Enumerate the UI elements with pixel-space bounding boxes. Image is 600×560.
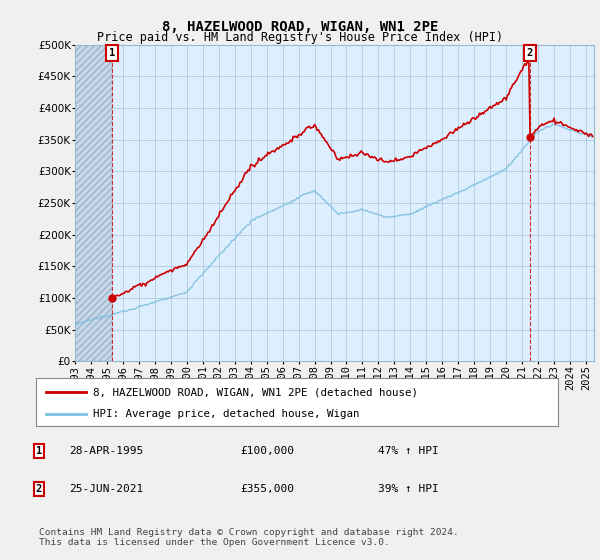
Text: Contains HM Land Registry data © Crown copyright and database right 2024.
This d: Contains HM Land Registry data © Crown c… — [39, 528, 459, 547]
Text: 28-APR-1995: 28-APR-1995 — [69, 446, 143, 456]
Text: 8, HAZELWOOD ROAD, WIGAN, WN1 2PE (detached house): 8, HAZELWOOD ROAD, WIGAN, WN1 2PE (detac… — [94, 388, 418, 397]
Text: £355,000: £355,000 — [240, 484, 294, 494]
Text: HPI: Average price, detached house, Wigan: HPI: Average price, detached house, Wiga… — [94, 409, 360, 419]
Text: 47% ↑ HPI: 47% ↑ HPI — [378, 446, 439, 456]
Text: Price paid vs. HM Land Registry's House Price Index (HPI): Price paid vs. HM Land Registry's House … — [97, 31, 503, 44]
Text: 8, HAZELWOOD ROAD, WIGAN, WN1 2PE: 8, HAZELWOOD ROAD, WIGAN, WN1 2PE — [162, 20, 438, 34]
Text: 2: 2 — [527, 48, 533, 58]
Polygon shape — [75, 45, 112, 361]
Text: 25-JUN-2021: 25-JUN-2021 — [69, 484, 143, 494]
Text: 1: 1 — [109, 48, 115, 58]
Text: 39% ↑ HPI: 39% ↑ HPI — [378, 484, 439, 494]
Text: £100,000: £100,000 — [240, 446, 294, 456]
Text: 1: 1 — [36, 446, 42, 456]
Text: 2: 2 — [36, 484, 42, 494]
